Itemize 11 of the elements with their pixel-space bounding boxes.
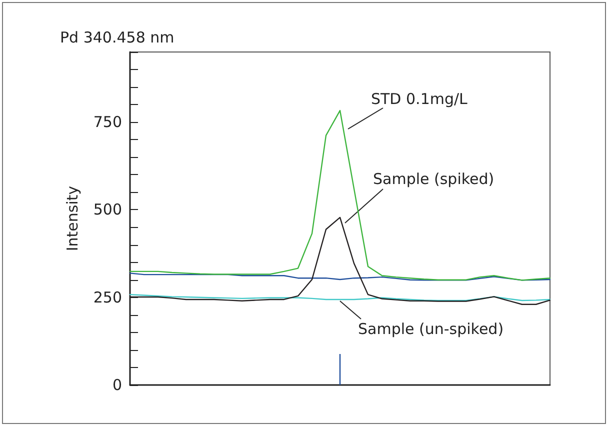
y-tick-label: 250 <box>93 288 122 306</box>
annotation: STD 0.1mg/L <box>371 90 468 108</box>
chart-title: Pd 340.458 nm <box>60 28 174 46</box>
line-series <box>129 272 551 281</box>
y-axis-title: Intensity <box>64 186 82 252</box>
annotation: Sample (spiked) <box>373 170 494 188</box>
y-tick-label: 750 <box>93 113 122 132</box>
y-tick-label: 0 <box>112 376 122 394</box>
line-series <box>129 110 551 281</box>
annotation: Sample (un-spiked) <box>358 320 504 338</box>
y-tick-label: 500 <box>93 200 122 219</box>
